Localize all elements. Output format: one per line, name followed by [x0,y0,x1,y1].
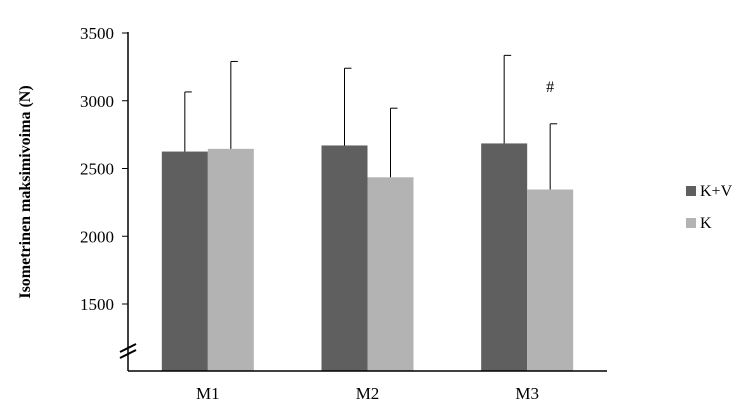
y-tick-label-3000: 3000 [80,92,114,111]
annotations-layer: # [546,79,554,96]
bar-k-m2 [367,177,414,371]
legend-swatch-kv [686,186,696,196]
x-tick-label-m3: M3 [515,384,539,403]
x-tick-label-m2: M2 [356,384,380,403]
axes-layer [119,32,607,372]
y-ticks-layer: 1500 2000 2500 3000 3500 [80,24,128,314]
x-tick-label-m1: M1 [196,384,220,403]
axis-break-mark [119,349,137,359]
legend: K+V K [686,183,733,232]
bar-k-m1 [207,148,254,371]
y-tick-label-1500: 1500 [80,295,114,314]
legend-swatch-k [686,218,696,228]
y-axis-label: Isometrinen maksimivoima (N) [17,85,34,298]
bar-kv-m2 [321,145,368,371]
y-tick-label-2500: 2500 [80,160,114,179]
y-tick-label-2000: 2000 [80,227,114,246]
x-categories-layer: M1 M2 M3 [196,384,539,403]
legend-label-kv: K+V [700,183,733,200]
legend-label-k: K [700,215,712,232]
error-bars-layer [184,54,558,190]
bar-k-m3 [527,189,574,371]
axis-break-mark [119,343,137,353]
bar-kv-m1 [161,151,208,371]
y-tick-label-3500: 3500 [80,24,114,43]
bar-kv-m3 [481,143,528,371]
significance-annotation: # [546,79,554,96]
bars-layer [161,143,574,371]
